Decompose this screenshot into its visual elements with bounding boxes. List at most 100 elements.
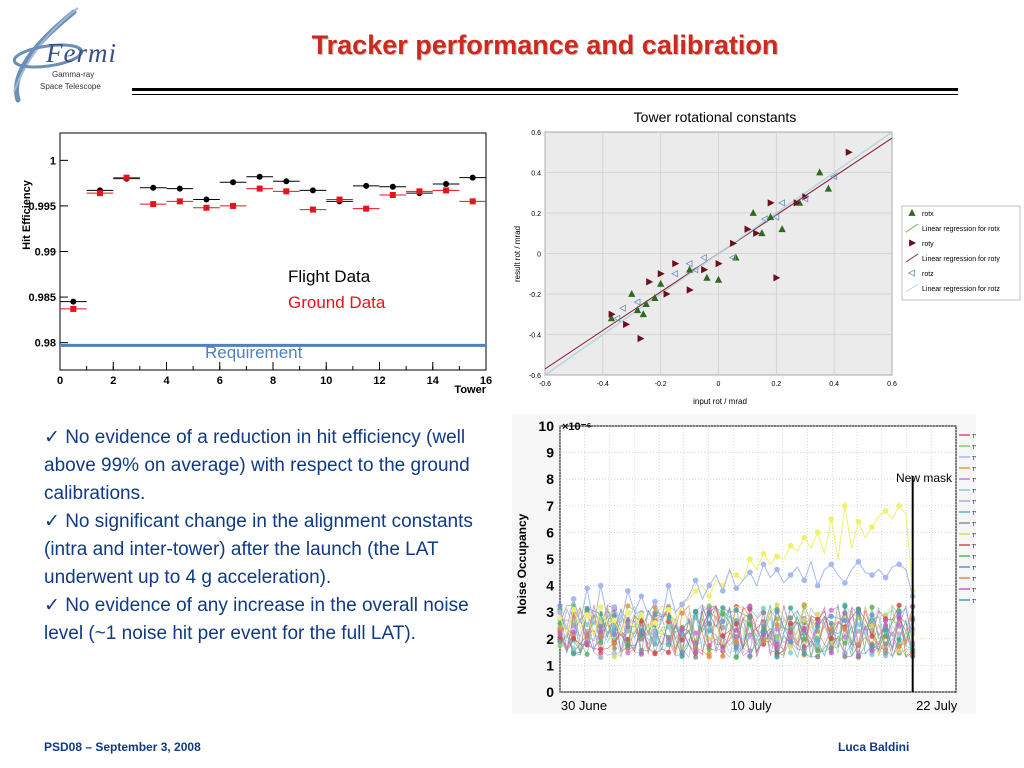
tower-noise-point bbox=[747, 633, 753, 639]
TWR9-point bbox=[597, 604, 604, 610]
tower-noise-point bbox=[611, 613, 617, 619]
bullet-item: ✓ No evidence of a reduction in hit effi… bbox=[44, 427, 470, 504]
tower-noise-point bbox=[706, 654, 712, 660]
bullet-list: ✓ No evidence of a reduction in hit effi… bbox=[44, 424, 500, 648]
rotz-point bbox=[699, 253, 707, 262]
rotx-point bbox=[714, 275, 723, 283]
tower-noise-point bbox=[828, 607, 834, 613]
TWR9-point bbox=[774, 553, 780, 560]
tower-noise-point bbox=[869, 633, 875, 639]
tower-noise-point bbox=[733, 639, 739, 645]
tower-noise-point bbox=[788, 620, 794, 627]
flight-data-point bbox=[443, 181, 450, 188]
TWR2-point bbox=[828, 561, 835, 568]
legend-line bbox=[905, 223, 919, 233]
TWR9-point bbox=[882, 508, 889, 514]
legend-label: TWR12 bbox=[972, 566, 976, 572]
tower-noise-point bbox=[611, 654, 617, 660]
flight-data-point bbox=[150, 184, 157, 191]
ground-data-point bbox=[336, 196, 343, 203]
x-tick-label: 22 July bbox=[916, 698, 958, 713]
tower-noise-point bbox=[720, 611, 726, 617]
tower-noise-point bbox=[611, 641, 617, 647]
logo-subtitle-line2: Space Telescope bbox=[40, 82, 101, 91]
TWR9-point bbox=[896, 503, 902, 509]
tower-noise-point bbox=[693, 645, 699, 651]
tower-noise-point bbox=[584, 605, 590, 611]
TWR2-point bbox=[570, 596, 577, 602]
legend-label: TWR14 bbox=[972, 588, 976, 594]
rotx-point bbox=[778, 225, 786, 233]
ground-data-point bbox=[70, 305, 77, 312]
tower-noise-point bbox=[842, 603, 848, 609]
rotz-point bbox=[728, 253, 736, 262]
TWR2-point bbox=[706, 582, 712, 589]
tower-noise-point bbox=[869, 652, 875, 658]
y-tick-label: 0.995 bbox=[28, 201, 56, 213]
x-tick-label: -0.4 bbox=[597, 381, 609, 388]
y-tick-label: 1 bbox=[50, 155, 56, 167]
tower-noise-point bbox=[679, 610, 685, 616]
tower-noise-point bbox=[896, 610, 902, 616]
roty-point bbox=[672, 259, 680, 268]
TWR2-point bbox=[774, 566, 780, 573]
tower-noise-point bbox=[720, 644, 726, 650]
rotx-point bbox=[766, 212, 775, 220]
x-tick-label: -0.6 bbox=[539, 381, 551, 388]
roty-point bbox=[715, 259, 723, 268]
tower-noise-point bbox=[896, 615, 902, 621]
roty-point bbox=[686, 286, 694, 294]
x-tick-label: 0.2 bbox=[771, 381, 781, 388]
TWR9-point bbox=[733, 572, 740, 578]
tower-noise-point bbox=[720, 624, 726, 630]
TWR2-point bbox=[584, 585, 590, 592]
rotx-point bbox=[628, 289, 636, 297]
TWR2-point bbox=[638, 593, 645, 599]
TWR9-point bbox=[814, 529, 821, 536]
title-rule-bottom bbox=[132, 94, 958, 95]
TWR9-point bbox=[584, 612, 590, 618]
tower-noise-point bbox=[693, 654, 699, 660]
chart-title: Tower rotational constants bbox=[634, 109, 797, 125]
tower-noise-point bbox=[638, 618, 644, 624]
y-tick-label: 0 bbox=[546, 684, 554, 700]
tower-noise-point bbox=[842, 625, 848, 632]
x-tick-label: 6 bbox=[217, 375, 223, 387]
x-tick-label: 10 July bbox=[730, 698, 772, 713]
rotz-point bbox=[830, 172, 838, 181]
ground-data-point bbox=[416, 188, 423, 195]
TWR9-point bbox=[747, 556, 753, 562]
TWR2-point bbox=[733, 585, 740, 592]
footer-event-date: PSD08 – September 3, 2008 bbox=[44, 740, 201, 754]
y-tick-label: -0.6 bbox=[529, 373, 541, 380]
tower-noise-point bbox=[720, 618, 726, 624]
tower-noise-point bbox=[869, 623, 875, 629]
tower-noise-point bbox=[598, 619, 604, 625]
tower-noise-point bbox=[652, 631, 658, 637]
legend-label: TWR4 bbox=[972, 478, 976, 484]
chart-frame bbox=[59, 132, 487, 371]
tower-noise-point bbox=[665, 634, 672, 640]
tower-noise-point bbox=[788, 650, 794, 656]
y-tick-label: 9 bbox=[546, 445, 554, 461]
tower-noise-point bbox=[571, 651, 577, 657]
legend-flight: Flight Data bbox=[288, 267, 371, 286]
roty-point bbox=[701, 266, 709, 274]
y-tick-label: 0.985 bbox=[28, 292, 56, 304]
TWR2-point bbox=[747, 569, 753, 576]
tower-noise-point bbox=[557, 603, 563, 609]
roty-point bbox=[845, 148, 853, 156]
y-tick-label: 0 bbox=[537, 252, 541, 259]
tower-noise-point bbox=[625, 650, 631, 656]
roty-point bbox=[623, 320, 631, 329]
tower-noise-point bbox=[774, 654, 780, 660]
tower-noise-point bbox=[774, 608, 780, 615]
tower-noise-point bbox=[747, 603, 753, 609]
rotx-point bbox=[758, 229, 766, 237]
y-tick-label: 1 bbox=[546, 657, 554, 673]
tower-noise-point bbox=[855, 641, 861, 647]
tower-noise-point bbox=[625, 603, 631, 609]
rotx-point bbox=[651, 293, 659, 301]
x-axis-label: input rot / mrad bbox=[693, 397, 747, 406]
tower-noise-point bbox=[869, 647, 875, 653]
